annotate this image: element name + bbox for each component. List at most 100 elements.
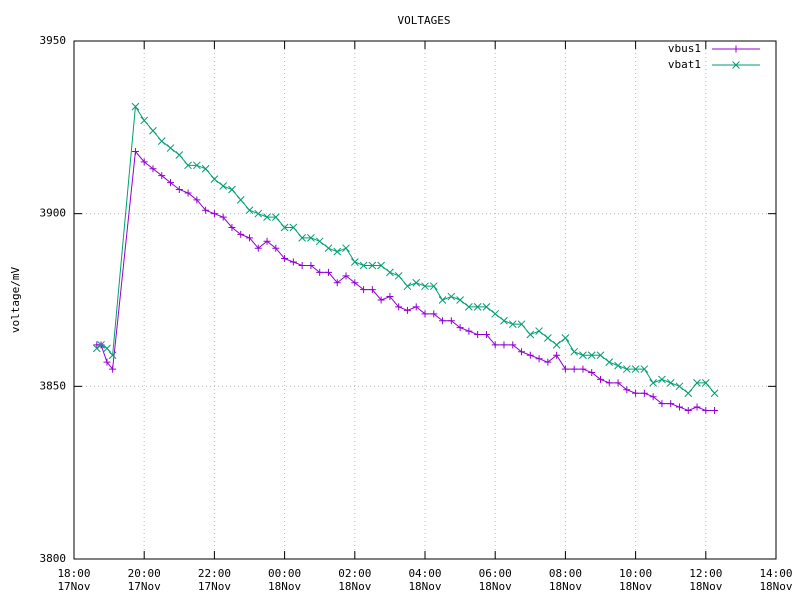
marker xyxy=(570,365,578,373)
marker xyxy=(202,206,210,214)
marker xyxy=(429,282,438,291)
marker xyxy=(412,278,421,287)
marker xyxy=(465,303,473,311)
series-line xyxy=(96,105,715,394)
marker xyxy=(289,258,297,266)
marker xyxy=(315,237,324,246)
marker xyxy=(193,196,201,204)
x-tick-label: 20:00 17Nov xyxy=(127,567,161,593)
marker xyxy=(403,306,411,314)
marker xyxy=(219,213,227,221)
marker xyxy=(693,403,701,411)
marker xyxy=(597,375,604,383)
marker xyxy=(92,344,101,353)
marker xyxy=(421,282,429,291)
marker xyxy=(254,209,263,218)
marker xyxy=(360,286,368,294)
marker xyxy=(228,223,236,231)
marker xyxy=(281,255,289,263)
marker xyxy=(342,244,350,253)
marker xyxy=(184,189,192,197)
marker xyxy=(622,365,631,373)
marker xyxy=(553,351,561,359)
marker xyxy=(509,341,517,349)
marker xyxy=(543,334,552,342)
marker xyxy=(263,237,271,245)
marker xyxy=(702,407,710,415)
marker xyxy=(103,358,111,366)
legend-marker xyxy=(732,45,740,53)
x-tick-label: 04:00 18Nov xyxy=(408,567,442,593)
marker xyxy=(640,389,648,397)
marker xyxy=(632,389,640,397)
marker xyxy=(175,151,184,159)
marker xyxy=(658,375,666,384)
marker xyxy=(237,230,245,238)
marker xyxy=(307,233,315,242)
marker xyxy=(421,310,429,318)
x-tick-label: 02:00 18Nov xyxy=(338,567,372,593)
y-tick-label: 3800 xyxy=(40,552,67,565)
marker xyxy=(149,126,157,135)
marker xyxy=(658,400,666,408)
marker xyxy=(263,213,271,221)
marker xyxy=(588,369,596,377)
y-axis-label: voltage/mV xyxy=(9,267,22,334)
marker xyxy=(438,296,447,304)
marker xyxy=(236,195,245,204)
marker xyxy=(456,296,464,304)
marker xyxy=(108,351,117,360)
legend-label: vbus1 xyxy=(668,42,701,55)
marker xyxy=(517,320,526,329)
marker xyxy=(447,292,456,301)
marker xyxy=(157,137,166,146)
marker xyxy=(403,282,412,291)
marker xyxy=(166,144,175,152)
marker xyxy=(508,320,517,329)
marker xyxy=(465,327,473,335)
marker xyxy=(386,268,394,277)
marker xyxy=(456,324,464,332)
marker xyxy=(395,303,403,311)
x-tick-label: 18:00 17Nov xyxy=(57,567,91,593)
marker xyxy=(228,185,236,194)
chart-title: VOLTAGES xyxy=(398,14,451,27)
marker xyxy=(350,258,359,266)
marker xyxy=(447,317,455,325)
marker xyxy=(666,379,675,387)
marker xyxy=(614,361,622,370)
marker xyxy=(640,365,649,373)
y-tick-label: 3950 xyxy=(40,34,67,47)
marker xyxy=(614,379,622,387)
marker xyxy=(579,351,587,360)
marker xyxy=(342,272,350,280)
marker xyxy=(192,161,201,170)
marker xyxy=(439,317,447,325)
marker xyxy=(587,351,596,360)
marker xyxy=(561,365,569,373)
marker xyxy=(649,393,657,401)
marker xyxy=(359,261,368,270)
marker xyxy=(675,382,684,391)
marker xyxy=(684,407,692,415)
y-tick-label: 3850 xyxy=(40,379,67,392)
marker xyxy=(605,379,613,387)
marker xyxy=(158,172,166,180)
marker xyxy=(701,379,710,387)
marker xyxy=(473,303,482,311)
marker xyxy=(149,165,157,173)
x-tick-label: 14:00 18Nov xyxy=(759,567,793,593)
marker xyxy=(131,148,139,156)
marker xyxy=(500,341,508,349)
marker xyxy=(289,223,298,232)
marker xyxy=(167,179,175,187)
marker xyxy=(710,389,719,398)
marker xyxy=(377,261,385,270)
marker xyxy=(140,116,149,125)
marker xyxy=(518,348,526,356)
x-tick-label: 22:00 17Nov xyxy=(197,567,231,593)
marker xyxy=(623,386,631,394)
marker xyxy=(254,244,262,252)
marker xyxy=(526,330,535,339)
y-tick-label: 3900 xyxy=(40,207,67,220)
